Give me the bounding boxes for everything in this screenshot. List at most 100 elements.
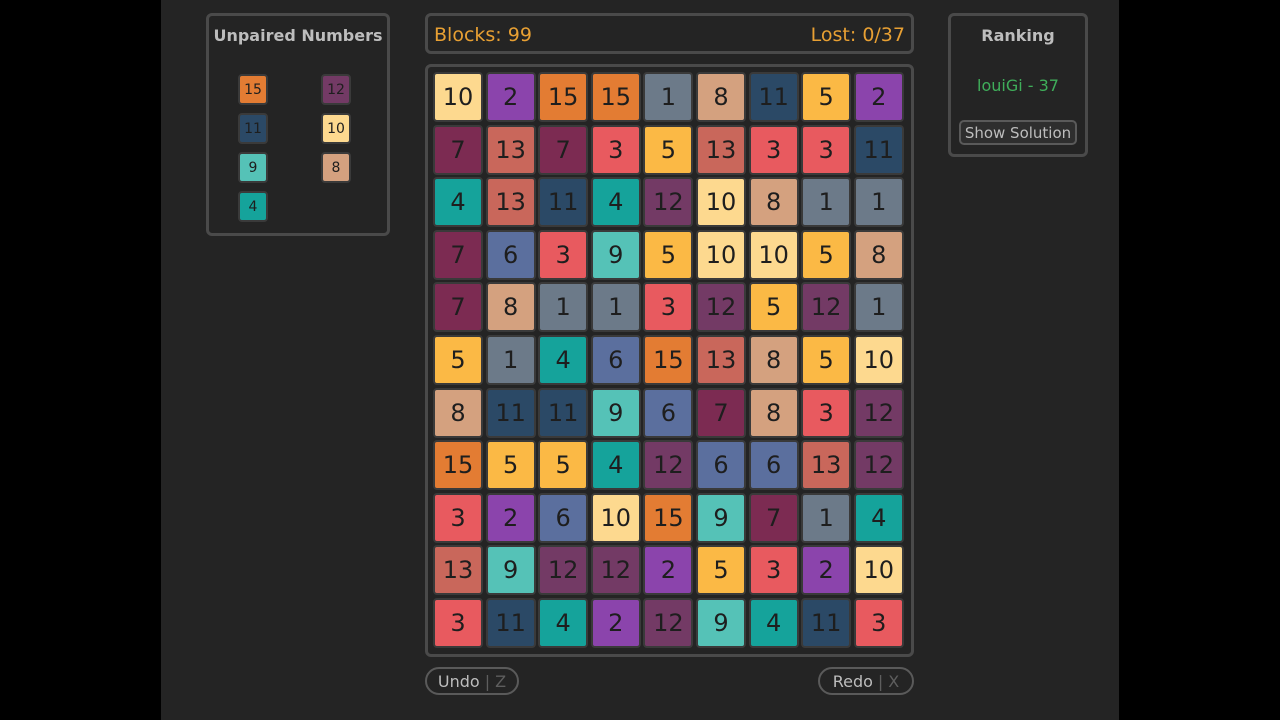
board-tile[interactable]: 15: [538, 72, 589, 122]
board-tile[interactable]: 6: [485, 229, 536, 280]
board-tile[interactable]: 5: [485, 440, 536, 491]
board-tile[interactable]: 9: [485, 545, 536, 596]
board-tile[interactable]: 10: [696, 177, 746, 228]
board-tile[interactable]: 7: [696, 387, 746, 438]
board-tile[interactable]: 2: [801, 545, 852, 596]
board-tile[interactable]: 3: [538, 229, 589, 280]
board-tile[interactable]: 13: [485, 177, 536, 228]
board-tile[interactable]: 15: [590, 72, 641, 122]
board-tile[interactable]: 12: [801, 282, 852, 333]
board-tile[interactable]: 12: [853, 440, 904, 491]
board-tile[interactable]: 5: [801, 72, 852, 122]
board-tile[interactable]: 13: [801, 440, 852, 491]
board-tile[interactable]: 8: [696, 72, 746, 122]
board-tile[interactable]: 3: [853, 598, 904, 648]
board-tile[interactable]: 3: [590, 124, 641, 175]
board-tile[interactable]: 9: [696, 598, 746, 648]
board-tile[interactable]: 5: [433, 335, 483, 385]
board-tile[interactable]: 3: [433, 598, 483, 648]
board-tile[interactable]: 11: [748, 72, 799, 122]
board-tile[interactable]: 6: [748, 440, 799, 491]
board-tile[interactable]: 9: [696, 492, 746, 543]
board-tile[interactable]: 1: [853, 177, 904, 228]
board-tile[interactable]: 11: [801, 598, 852, 648]
board-tile[interactable]: 1: [801, 177, 852, 228]
board-tile[interactable]: 10: [590, 492, 641, 543]
board-tile[interactable]: 1: [853, 282, 904, 333]
board-tile[interactable]: 8: [748, 177, 799, 228]
board-tile[interactable]: 12: [538, 545, 589, 596]
board-tile[interactable]: 4: [538, 598, 589, 648]
board-tile[interactable]: 2: [643, 545, 694, 596]
board-tile[interactable]: 7: [748, 492, 799, 543]
board-tile[interactable]: 10: [748, 229, 799, 280]
board-tile[interactable]: 9: [590, 229, 641, 280]
board-tile[interactable]: 4: [590, 177, 641, 228]
board-tile[interactable]: 11: [485, 387, 536, 438]
board-tile[interactable]: 13: [485, 124, 536, 175]
board-tile[interactable]: 13: [696, 335, 746, 385]
board-tile[interactable]: 6: [590, 335, 641, 385]
board-tile[interactable]: 3: [643, 282, 694, 333]
board-tile[interactable]: 2: [590, 598, 641, 648]
board-tile[interactable]: 12: [643, 598, 694, 648]
board-tile[interactable]: 13: [433, 545, 483, 596]
board-tile[interactable]: 12: [643, 440, 694, 491]
board-tile[interactable]: 10: [696, 229, 746, 280]
board-tile[interactable]: 10: [853, 335, 904, 385]
board-tile[interactable]: 4: [538, 335, 589, 385]
board-tile[interactable]: 3: [748, 545, 799, 596]
show-solution-button[interactable]: Show Solution: [959, 120, 1077, 145]
board-tile[interactable]: 4: [853, 492, 904, 543]
board-tile[interactable]: 15: [433, 440, 483, 491]
board-tile[interactable]: 1: [538, 282, 589, 333]
board-tile[interactable]: 11: [853, 124, 904, 175]
board-tile[interactable]: 1: [643, 72, 694, 122]
board-tile[interactable]: 10: [853, 545, 904, 596]
board-tile[interactable]: 8: [853, 229, 904, 280]
board-tile[interactable]: 10: [433, 72, 483, 122]
board-tile[interactable]: 3: [748, 124, 799, 175]
board-tile[interactable]: 8: [748, 335, 799, 385]
board-tile[interactable]: 6: [643, 387, 694, 438]
board-tile[interactable]: 4: [590, 440, 641, 491]
board-tile[interactable]: 8: [748, 387, 799, 438]
board-tile[interactable]: 9: [590, 387, 641, 438]
board-tile[interactable]: 6: [696, 440, 746, 491]
board-tile[interactable]: 2: [853, 72, 904, 122]
board-tile[interactable]: 5: [538, 440, 589, 491]
board-tile[interactable]: 12: [590, 545, 641, 596]
board-tile[interactable]: 12: [853, 387, 904, 438]
board-tile[interactable]: 12: [696, 282, 746, 333]
board-tile[interactable]: 13: [696, 124, 746, 175]
board-tile[interactable]: 8: [433, 387, 483, 438]
board-tile[interactable]: 7: [433, 229, 483, 280]
board-tile[interactable]: 5: [696, 545, 746, 596]
board-tile[interactable]: 1: [590, 282, 641, 333]
board-tile[interactable]: 15: [643, 335, 694, 385]
board-tile[interactable]: 5: [801, 335, 852, 385]
board-tile[interactable]: 11: [538, 387, 589, 438]
board-tile[interactable]: 2: [485, 72, 536, 122]
undo-button[interactable]: Undo | Z: [425, 667, 519, 695]
board-tile[interactable]: 5: [748, 282, 799, 333]
board-tile[interactable]: 7: [433, 124, 483, 175]
board-tile[interactable]: 8: [485, 282, 536, 333]
board-tile[interactable]: 1: [485, 335, 536, 385]
board-tile[interactable]: 15: [643, 492, 694, 543]
board-tile[interactable]: 2: [485, 492, 536, 543]
board-tile[interactable]: 4: [748, 598, 799, 648]
board-tile[interactable]: 7: [433, 282, 483, 333]
board-tile[interactable]: 3: [433, 492, 483, 543]
board-tile[interactable]: 4: [433, 177, 483, 228]
board-tile[interactable]: 3: [801, 124, 852, 175]
board-tile[interactable]: 7: [538, 124, 589, 175]
redo-button[interactable]: Redo | X: [818, 667, 914, 695]
board-tile[interactable]: 5: [801, 229, 852, 280]
board-tile[interactable]: 1: [801, 492, 852, 543]
board-tile[interactable]: 11: [485, 598, 536, 648]
board-tile[interactable]: 6: [538, 492, 589, 543]
board-tile[interactable]: 12: [643, 177, 694, 228]
board-tile[interactable]: 5: [643, 229, 694, 280]
board-tile[interactable]: 3: [801, 387, 852, 438]
